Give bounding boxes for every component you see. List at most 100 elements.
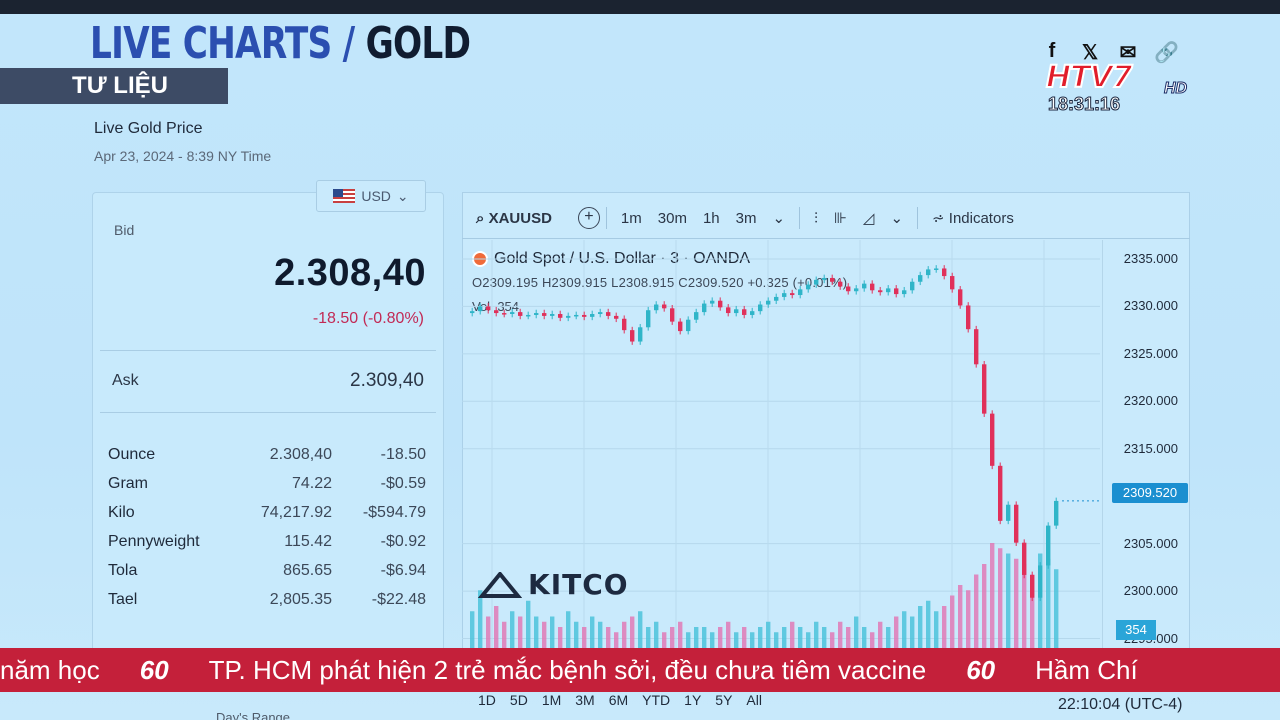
volume-bar xyxy=(990,543,995,648)
ticker-logo: 60 xyxy=(139,654,169,685)
volume-bar xyxy=(750,632,755,648)
volume-bar xyxy=(798,627,803,648)
days-range-label: Day's Range xyxy=(216,710,291,720)
volume-bar xyxy=(814,621,819,648)
symbol-value: XAUUSD xyxy=(488,209,552,227)
candle-body xyxy=(678,321,683,332)
range-1m[interactable]: 1M xyxy=(541,692,562,708)
range-all[interactable]: All xyxy=(746,692,762,708)
candle-body xyxy=(902,290,907,295)
unit-value: 865.65 xyxy=(283,562,332,579)
candlestick-chart[interactable] xyxy=(462,240,1102,648)
headline-part2: GOLD xyxy=(365,18,471,69)
candle-body xyxy=(518,312,523,316)
volume-bar xyxy=(1014,558,1019,648)
interval-30m[interactable]: 30m xyxy=(657,209,687,227)
volume-bar xyxy=(862,627,867,648)
unit-change: -18.50 xyxy=(380,446,426,463)
candle-body xyxy=(726,307,731,314)
chart-type-dropdown-icon[interactable]: ⌄ xyxy=(890,210,904,227)
range-3m[interactable]: 3M xyxy=(575,692,595,708)
us-flag-icon xyxy=(333,189,356,203)
volume-bar xyxy=(782,627,787,648)
mail-icon[interactable]: ✉ xyxy=(1119,42,1137,64)
volume-bar xyxy=(846,627,851,648)
range-5y[interactable]: 5Y xyxy=(715,692,733,708)
unit-value: 115.42 xyxy=(284,533,332,550)
volume-bar xyxy=(1022,564,1027,648)
unit-change: -$22.48 xyxy=(371,591,426,608)
indicators-button[interactable]: ⩫ Indicators xyxy=(924,209,1022,227)
volume-bar xyxy=(566,611,571,648)
volume-bar xyxy=(526,600,531,648)
candle-body xyxy=(830,277,835,282)
interval-dropdown-icon[interactable]: ⌄ xyxy=(772,210,786,227)
link-icon[interactable]: 🔗 xyxy=(1154,42,1179,64)
candle-body xyxy=(1006,504,1011,521)
unit-value: 2,805.35 xyxy=(269,591,332,608)
candle-body xyxy=(894,288,899,295)
candle-body xyxy=(574,314,579,317)
broadcaster-logo: HTV7 HD xyxy=(1045,59,1196,100)
candle-body xyxy=(958,289,963,306)
unit-name: Gram xyxy=(108,475,148,492)
bid-price: 2.308,40 xyxy=(274,252,426,294)
add-symbol-button[interactable]: + xyxy=(577,207,600,229)
candle-body xyxy=(566,315,571,318)
volume-bar xyxy=(982,564,987,648)
candle-body xyxy=(790,293,795,296)
unit-value: 74,217.92 xyxy=(260,504,332,521)
candle-style-icon[interactable]: ⊪ xyxy=(833,210,847,227)
candle-body xyxy=(814,279,819,285)
unit-name: Pennyweight xyxy=(108,533,200,550)
interval-1m[interactable]: 1m xyxy=(620,209,642,227)
candle-body xyxy=(950,276,955,290)
range-1d[interactable]: 1D xyxy=(478,692,496,708)
volume-bar xyxy=(1006,553,1011,648)
ticker-text-right: Hầm Chí xyxy=(1035,654,1138,685)
unit-row-kilo: Kilo 74,217.92 -$594.79 xyxy=(108,504,434,532)
range-6m[interactable]: 6M xyxy=(608,692,629,708)
volume-bar xyxy=(478,590,483,648)
candle-body xyxy=(494,310,499,314)
facebook-icon[interactable]: f xyxy=(1048,40,1056,62)
unit-name: Tola xyxy=(108,562,138,579)
candle-body xyxy=(646,310,651,328)
interval-3m[interactable]: 3m xyxy=(735,209,757,227)
interval-1h[interactable]: 1h xyxy=(702,209,720,227)
volume-bar xyxy=(790,621,795,648)
volume-bar xyxy=(966,590,971,648)
range-5d[interactable]: 5D xyxy=(509,692,528,708)
currency-select[interactable]: USD ⌄ xyxy=(316,180,426,212)
x-icon[interactable]: 𝕏 xyxy=(1081,42,1099,64)
candle-body xyxy=(910,281,915,291)
candle-body xyxy=(526,314,531,317)
bar-style-icon[interactable]: ⫶ xyxy=(814,209,818,227)
volume-bar xyxy=(582,627,587,648)
volume-bar xyxy=(878,621,883,648)
volume-bar xyxy=(606,627,611,648)
candle-body xyxy=(1014,504,1019,543)
volume-bar xyxy=(702,627,707,648)
volume-bar xyxy=(518,616,523,648)
range-ytd[interactable]: YTD xyxy=(642,692,671,708)
volume-bar xyxy=(638,611,643,648)
hd-badge: HD xyxy=(1163,80,1188,98)
volume-bar xyxy=(710,632,715,648)
volume-bar xyxy=(510,611,515,648)
chart-toolbar: ⌕ XAUUSD + 1m 30m 1h 3m ⌄ ⫶ ⊪ ◿ ⌄ ⩫ Indi… xyxy=(462,198,1190,238)
candle-body xyxy=(630,330,635,342)
area-style-icon[interactable]: ◿ xyxy=(862,210,875,227)
symbol-search[interactable]: ⌕ XAUUSD xyxy=(476,209,552,227)
toolbar-separator xyxy=(917,207,919,229)
candle-body xyxy=(654,304,659,311)
candle-body xyxy=(734,309,739,314)
ask-label: Ask xyxy=(112,372,139,389)
candle-body xyxy=(870,283,875,291)
volume-bar xyxy=(470,611,475,648)
volume-bar xyxy=(654,621,659,648)
chevron-down-icon: ⌄ xyxy=(396,187,409,204)
unit-row-pennyweight: Pennyweight 115.42 -$0.92 xyxy=(108,533,434,561)
candle-body xyxy=(878,290,883,293)
range-1y[interactable]: 1Y xyxy=(684,692,702,708)
